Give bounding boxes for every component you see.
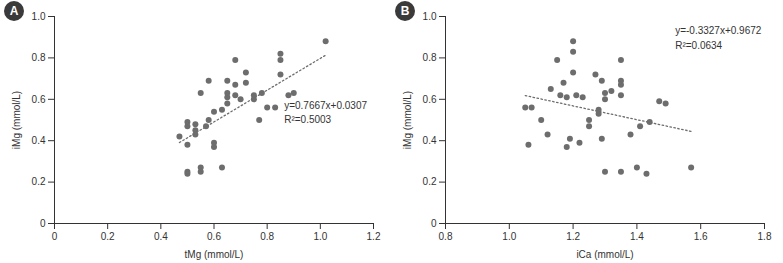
html-text:A: A xyxy=(9,4,19,18)
svg-text:0.2: 0.2 xyxy=(423,176,437,187)
svg-text:iMg (mmol/L): iMg (mmol/L) xyxy=(11,91,22,149)
svg-text:0.8: 0.8 xyxy=(32,52,46,63)
svg-text:0.2: 0.2 xyxy=(32,176,46,187)
svg-text:1.0: 1.0 xyxy=(32,11,46,22)
svg-text:0: 0 xyxy=(52,231,58,242)
svg-text:0.8: 0.8 xyxy=(439,231,453,242)
svg-text:0.4: 0.4 xyxy=(32,135,46,146)
svg-text:0.8: 0.8 xyxy=(260,231,274,242)
svg-text:1.0: 1.0 xyxy=(502,231,516,242)
svg-text:R²=0.5003: R²=0.5003 xyxy=(284,114,331,125)
svg-text:0.4: 0.4 xyxy=(423,135,437,146)
html-text:B: B xyxy=(400,4,410,18)
svg-text:0.6: 0.6 xyxy=(207,231,221,242)
svg-text:iCa (mmol/L): iCa (mmol/L) xyxy=(576,249,633,260)
svg-text:1.0: 1.0 xyxy=(313,231,327,242)
svg-text:0: 0 xyxy=(40,218,46,229)
svg-text:tMg (mmol/L): tMg (mmol/L) xyxy=(185,249,244,260)
svg-text:y=-0.3327x+0.9672: y=-0.3327x+0.9672 xyxy=(675,25,762,36)
svg-text:0.2: 0.2 xyxy=(101,231,115,242)
svg-text:0.8: 0.8 xyxy=(423,52,437,63)
svg-text:R²=0.0634: R²=0.0634 xyxy=(675,40,722,51)
svg-text:1.8: 1.8 xyxy=(758,231,772,242)
svg-text:0: 0 xyxy=(431,218,437,229)
svg-text:0.4: 0.4 xyxy=(154,231,168,242)
svg-text:1.0: 1.0 xyxy=(423,11,437,22)
svg-text:0.6: 0.6 xyxy=(423,94,437,105)
svg-text:1.4: 1.4 xyxy=(630,231,644,242)
svg-text:1.2: 1.2 xyxy=(367,231,381,242)
svg-text:1.6: 1.6 xyxy=(694,231,708,242)
svg-text:0.6: 0.6 xyxy=(32,94,46,105)
svg-text:y=0.7667x+0.0307: y=0.7667x+0.0307 xyxy=(284,100,367,111)
svg-text:iMg (mmol/L): iMg (mmol/L) xyxy=(402,91,413,149)
svg-text:1.2: 1.2 xyxy=(566,231,580,242)
